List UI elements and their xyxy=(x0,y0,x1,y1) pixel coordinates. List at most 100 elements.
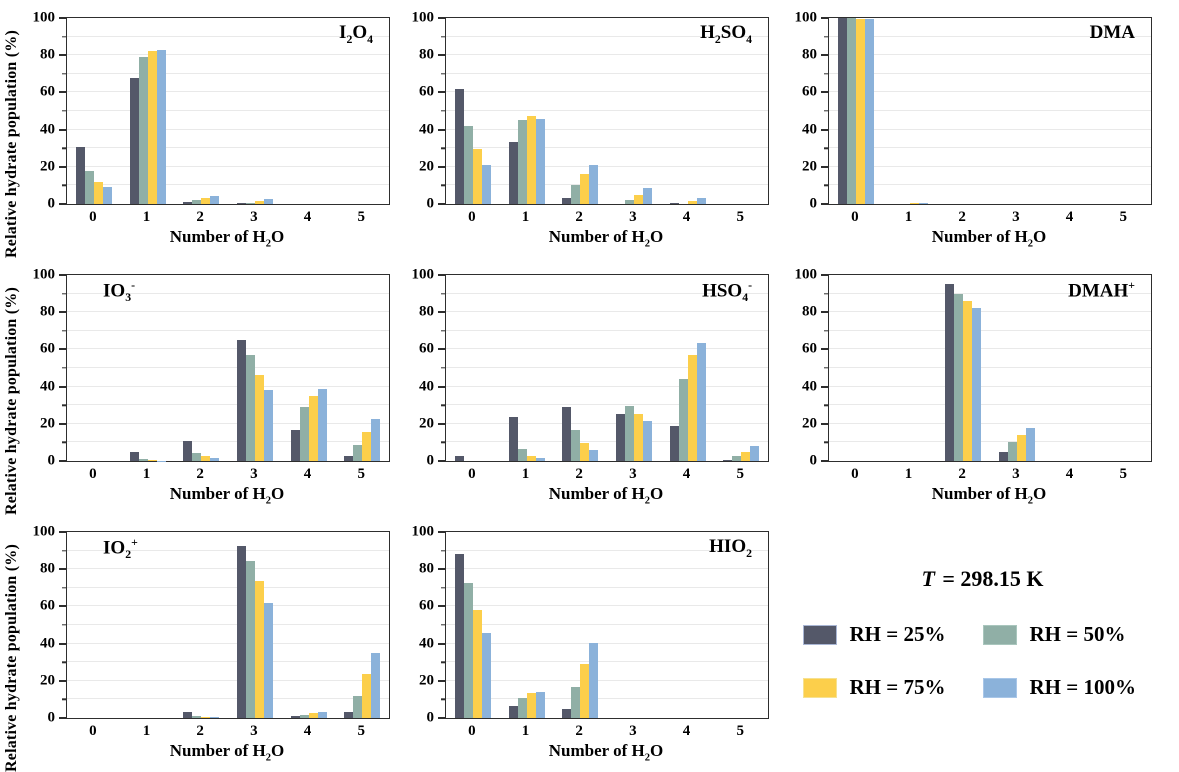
bar xyxy=(616,414,625,461)
y-minor-tick xyxy=(62,36,66,37)
x-tick-label: 4 xyxy=(281,208,335,226)
y-minor-tick xyxy=(441,699,445,700)
bar-group xyxy=(553,18,607,204)
y-tick-label: 100 xyxy=(400,11,434,26)
bar xyxy=(518,120,527,204)
bar xyxy=(509,706,518,718)
y-minor-tick xyxy=(62,404,66,405)
y-major-tick xyxy=(59,203,66,205)
y-axis-label: Relative hydrate population (%) xyxy=(3,514,21,772)
y-minor-tick xyxy=(62,442,66,443)
bar xyxy=(589,165,598,204)
x-axis-label: Number of H2O xyxy=(828,227,1150,251)
bar xyxy=(509,417,518,461)
bar xyxy=(580,443,589,461)
x-tick-label: 3 xyxy=(989,208,1043,226)
bar-group xyxy=(335,275,389,461)
bar-group xyxy=(607,532,661,718)
y-major-tick xyxy=(59,166,66,168)
y-minor-tick xyxy=(441,404,445,405)
y-tick-label: 100 xyxy=(21,525,55,540)
y-minor-tick xyxy=(62,185,66,186)
y-minor-tick xyxy=(62,330,66,331)
x-axis-label: Number of H2O xyxy=(828,484,1150,508)
legend-label-rh100: RH = 100% xyxy=(1030,675,1136,700)
y-major-tick xyxy=(59,531,66,533)
bar xyxy=(264,199,273,204)
bar xyxy=(192,200,201,204)
x-tick-label: 2 xyxy=(552,722,606,740)
bar-series-container xyxy=(829,18,1151,204)
y-tick-label: 80 xyxy=(400,305,434,320)
y-major-tick xyxy=(59,605,66,607)
x-tick-label: 3 xyxy=(606,208,660,226)
y-minor-tick xyxy=(824,293,828,294)
legend-item-rh25: RH = 25% xyxy=(803,622,983,647)
x-tick-label: 1 xyxy=(120,465,174,483)
y-tick-label: 20 xyxy=(21,673,55,688)
y-major-tick xyxy=(821,91,828,93)
x-tick-label: 4 xyxy=(660,208,714,226)
bar-group xyxy=(500,275,554,461)
y-major-tick xyxy=(821,166,828,168)
y-major-tick xyxy=(59,568,66,570)
bar-group xyxy=(1044,275,1098,461)
y-tick-label: 60 xyxy=(400,342,434,357)
bar-group xyxy=(1044,18,1098,204)
y-major-tick xyxy=(438,203,445,205)
bar-group xyxy=(500,532,554,718)
x-axis-label: Number of H2O xyxy=(66,227,388,251)
bar xyxy=(688,355,697,461)
y-minor-tick xyxy=(824,330,828,331)
bar xyxy=(464,583,473,718)
y-major-tick xyxy=(438,605,445,607)
bar xyxy=(362,674,371,718)
y-major-tick xyxy=(59,386,66,388)
bar-group xyxy=(553,532,607,718)
y-minor-tick xyxy=(441,661,445,662)
bar-group xyxy=(829,275,883,461)
legend-swatch-rh25 xyxy=(803,625,837,645)
x-tick-label: 1 xyxy=(882,465,936,483)
y-major-tick xyxy=(59,348,66,350)
y-major-tick xyxy=(438,91,445,93)
bar xyxy=(589,450,598,461)
bar xyxy=(210,196,219,204)
y-major-tick xyxy=(821,54,828,56)
bar xyxy=(945,284,954,461)
y-tick-label: 60 xyxy=(21,599,55,614)
bar xyxy=(527,456,536,461)
x-tick-label: 4 xyxy=(660,722,714,740)
bar xyxy=(157,50,166,204)
y-tick-label: 20 xyxy=(783,416,817,431)
bar xyxy=(509,142,518,204)
y-major-tick xyxy=(821,311,828,313)
bar-group xyxy=(282,532,336,718)
y-axis-label: Relative hydrate population (%) xyxy=(3,257,21,515)
y-minor-tick xyxy=(62,624,66,625)
y-major-tick xyxy=(438,423,445,425)
y-tick-label: 60 xyxy=(783,342,817,357)
bar xyxy=(536,692,545,718)
y-major-tick xyxy=(438,680,445,682)
y-tick-label: 0 xyxy=(400,197,434,212)
x-axis-label: Number of H2O xyxy=(445,484,767,508)
bar xyxy=(201,456,210,461)
chart-title: IO2+ xyxy=(103,537,138,562)
bar xyxy=(732,456,741,461)
bar xyxy=(210,458,219,461)
x-tick-label: 0 xyxy=(445,208,499,226)
y-major-tick xyxy=(821,460,828,462)
temperature-variable: T xyxy=(921,566,934,591)
y-tick-label: 40 xyxy=(21,636,55,651)
bar xyxy=(527,116,536,204)
y-major-tick xyxy=(59,423,66,425)
